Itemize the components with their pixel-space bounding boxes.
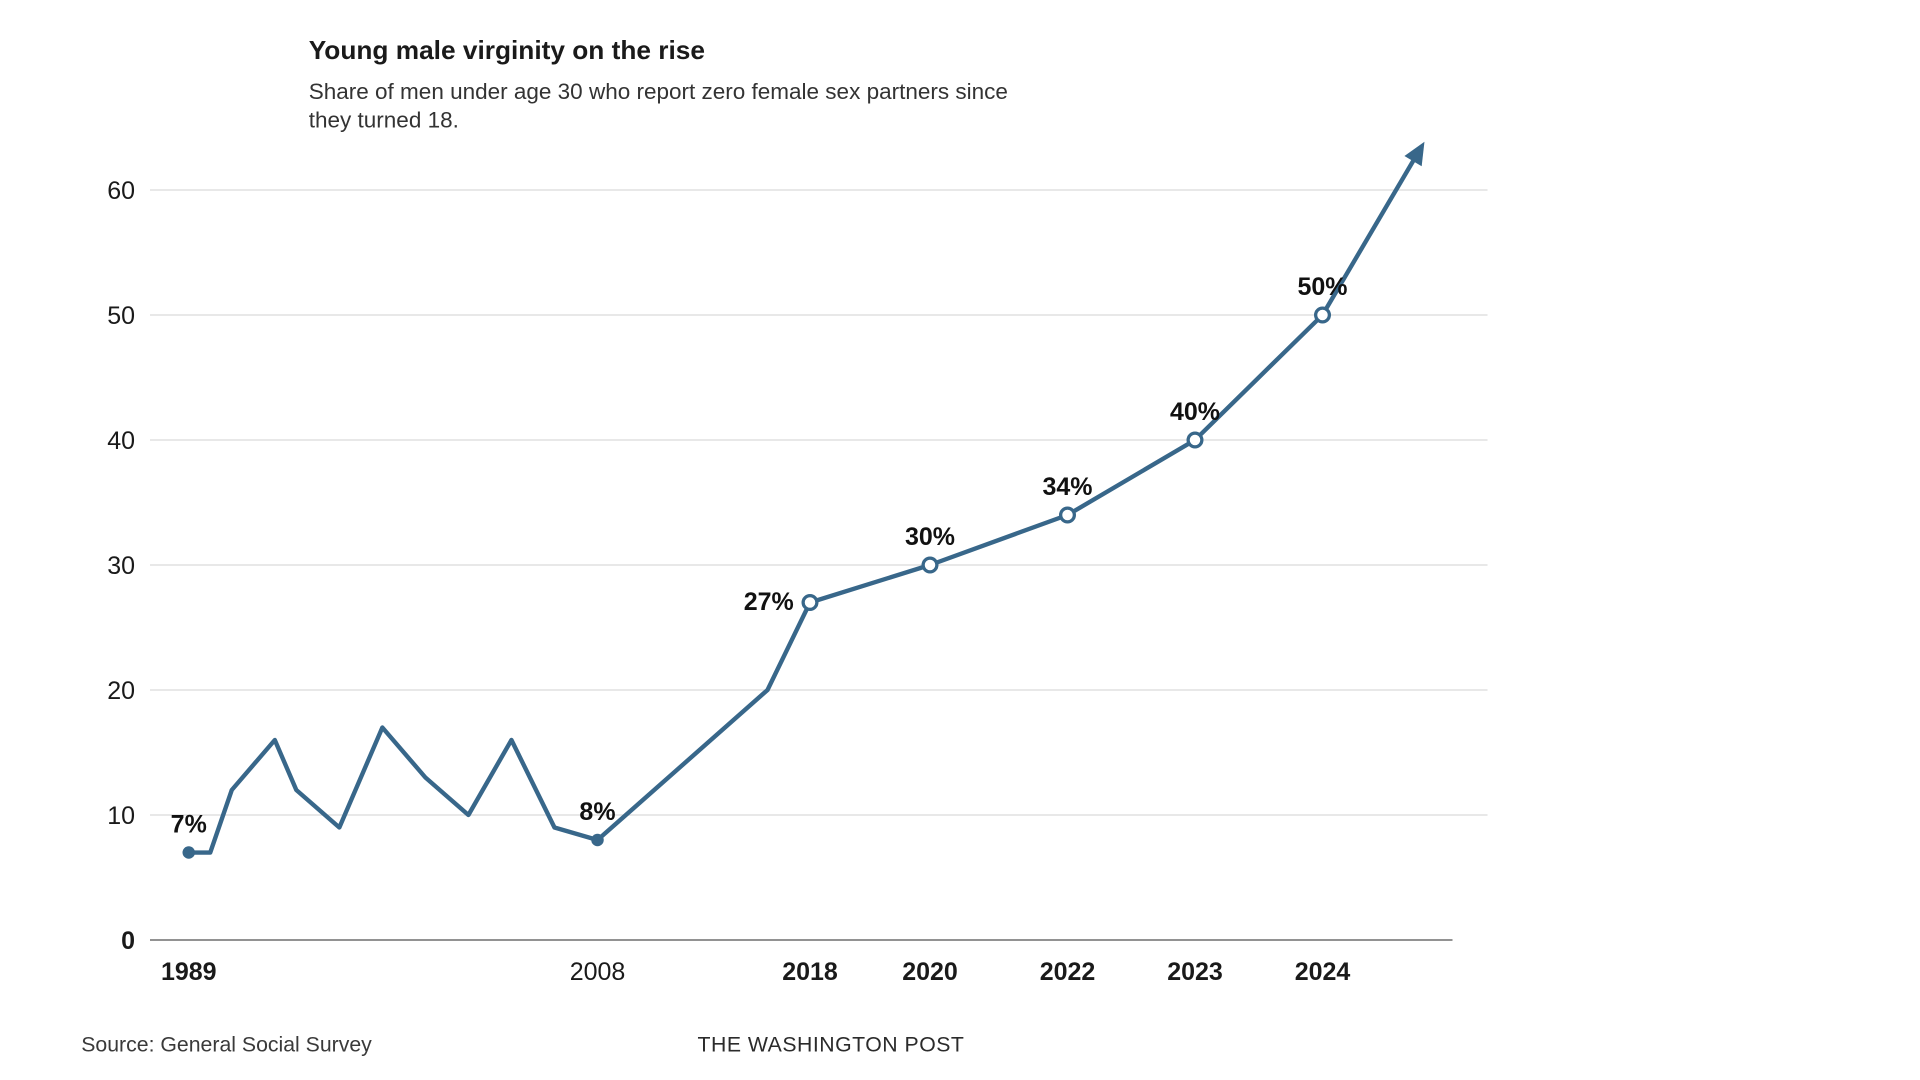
data-line — [186, 312, 1325, 855]
data-point-label: 40% — [1170, 398, 1220, 426]
y-axis-tick-label: 0 — [121, 927, 135, 955]
x-axis-tick-label: 2024 — [1295, 958, 1351, 986]
data-point-filled — [591, 833, 604, 847]
trend-arrow-head — [1404, 141, 1425, 167]
chart-title: Young male virginity on the rise — [309, 35, 705, 65]
data-point-open — [1314, 306, 1331, 324]
x-axis-tick-label: 2008 — [570, 958, 626, 986]
data-point-open — [801, 594, 819, 611]
y-axis-tick-label: 10 — [107, 802, 135, 830]
y-axis-tick-label: 20 — [107, 677, 135, 705]
source-text: Source: General Social Survey — [81, 1032, 372, 1056]
x-axis-tick-label: 2018 — [782, 958, 838, 986]
data-point-open — [1059, 506, 1076, 524]
data-point-label: 34% — [1042, 473, 1092, 501]
data-point-open — [921, 556, 939, 574]
data-point-label: 8% — [579, 798, 615, 826]
trend-arrow-shaft — [1320, 150, 1421, 318]
x-axis-tick-label: 2023 — [1167, 958, 1223, 986]
y-axis-tick-label: 30 — [107, 552, 135, 580]
data-point-label: 50% — [1297, 273, 1347, 301]
y-axis-tick-label: 60 — [107, 177, 135, 205]
plot-area: 0 10 20 30 40 50 60 1989 2008 2018 2020 2022 2023 202… — [107, 141, 1488, 986]
x-axis-tick-label: 2020 — [902, 958, 958, 986]
x-axis-tick-label: 1989 — [161, 958, 217, 986]
chart-subtitle-line2: they turned 18. — [309, 108, 459, 133]
data-point-label: 7% — [171, 811, 207, 839]
data-point-label: 30% — [905, 523, 955, 551]
y-axis-tick-label: 40 — [107, 427, 135, 455]
y-axis-tick-label: 50 — [107, 302, 135, 330]
data-point-filled — [182, 846, 195, 859]
chart-subtitle-line1: Share of men under age 30 who report zer… — [309, 79, 1008, 104]
data-point-open — [1186, 431, 1204, 449]
data-point-label: 27% — [744, 588, 794, 616]
x-axis-tick-label: 2022 — [1040, 958, 1096, 986]
credit-text: THE WASHINGTON POST — [698, 1032, 965, 1056]
